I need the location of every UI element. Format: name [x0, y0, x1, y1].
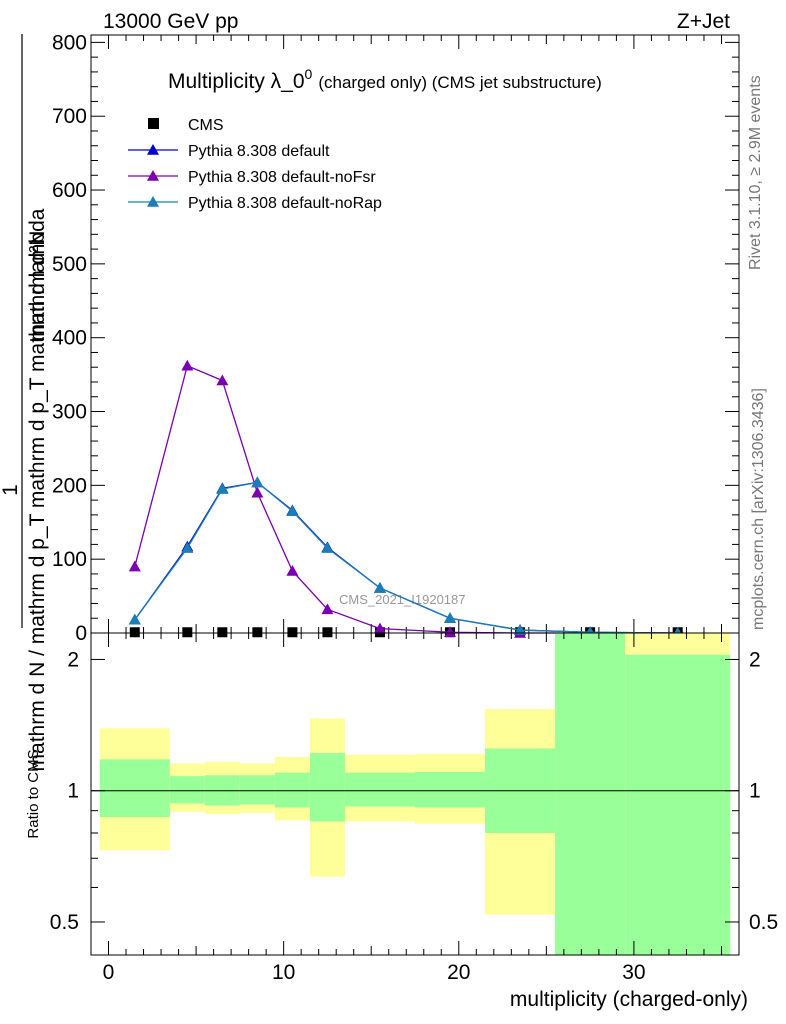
ratio-band-inner: [99, 759, 170, 818]
ratio-band-inner: [555, 633, 626, 955]
series-default: [128, 476, 684, 638]
ratio-band-inner: [625, 654, 731, 955]
ratio-ytick-label: 2: [67, 648, 79, 671]
ylabel-one: 1: [0, 484, 22, 496]
xtick-label: 0: [103, 961, 115, 984]
legend-entry: Pythia 8.308 default: [128, 143, 330, 160]
ratio-band-inner: [274, 772, 310, 808]
legend-entry: CMS: [148, 117, 224, 134]
series-marker: [181, 359, 194, 371]
series-marker: [286, 564, 299, 576]
cms-data-point: [129, 627, 140, 638]
main-plot: 0 100 200 300 400 500 600 700 800 Multiplicity λ…: [52, 31, 740, 645]
ylabel-denominator: mathrm d N / mathrm d p_T mathrm d p_T m…: [26, 208, 49, 771]
series-marker: [373, 581, 386, 593]
cms-data-point: [217, 627, 228, 638]
main-ytick-label: 500: [52, 253, 87, 276]
rivet-label: Rivet 3.1.10, ≥ 2.9M events: [747, 75, 764, 270]
xtick-label: 20: [447, 961, 470, 984]
legend-marker: [147, 196, 159, 207]
series-marker: [321, 542, 334, 553]
series-noRap: [128, 476, 684, 638]
xaxis-label: multiplicity (charged-only): [510, 988, 748, 1011]
legend-marker: [147, 144, 159, 155]
ratio-band-inner: [344, 772, 415, 807]
ratio-bands: [99, 633, 731, 955]
ratio-ytick-label-right: 2: [749, 648, 761, 671]
legend-marker: [147, 170, 159, 181]
ratio-plot-frame: [90, 632, 740, 956]
main-ytick-label: 600: [52, 179, 87, 202]
main-ytick-label: 0: [75, 622, 87, 645]
series-line: [134, 481, 678, 634]
analysis-watermark: CMS_2021_I1920187: [339, 592, 466, 607]
series-marker: [444, 612, 457, 624]
series-marker: [286, 505, 299, 516]
main-ytick-label: 300: [52, 401, 87, 424]
title-rest: (charged only) (CMS jet substructure): [318, 73, 601, 92]
legend-label: Pythia 8.308 default-noRap: [188, 195, 382, 212]
process-label: Z+Jet: [677, 10, 730, 33]
ratio-ytick-label: 1: [67, 780, 79, 803]
collision-label: 13000 GeV pp: [103, 10, 238, 33]
cms-data-point: [287, 627, 298, 638]
ratio-band-inner: [169, 776, 205, 804]
ratio-plot: 0.5 0.5 1 1 2 2 0 10 20 30 Ratio to CMS multipli…: [25, 632, 778, 1011]
legend: CMS Pythia 8.308 default Pythia 8.308 defa…: [128, 117, 382, 212]
series-marker: [181, 542, 194, 553]
ratio-xaxis: 0 10 20 30: [90, 633, 740, 984]
ratio-band-inner: [239, 775, 275, 805]
ratio-ytick-label-right: 0.5: [749, 911, 778, 934]
cms-data-point: [322, 627, 333, 638]
ratio-band-inner: [415, 771, 486, 808]
legend-label: Pythia 8.308 default: [188, 143, 330, 160]
main-ytick-label: 100: [52, 548, 87, 571]
legend-marker: [148, 118, 159, 129]
series-marker: [251, 476, 264, 488]
series-marker: [444, 626, 457, 638]
series-marker: [373, 622, 386, 634]
main-yaxis: 0 100 200 300 400 500 600 700 800: [52, 31, 739, 645]
cms-data-point: [182, 627, 193, 638]
main-ytick-label: 700: [52, 105, 87, 128]
cms-data-point: [252, 627, 263, 638]
series-marker: [216, 483, 229, 494]
mcplots-label: mcplots.cern.ch [arXiv:1306.3436]: [750, 388, 767, 630]
main-ytick-label: 400: [52, 327, 87, 350]
series-marker: [514, 624, 527, 635]
legend-entry: Pythia 8.308 default-noFsr: [128, 169, 376, 186]
main-ytick-label: 200: [52, 474, 87, 497]
legend-label: CMS: [188, 117, 224, 134]
title-sup: 0: [305, 66, 313, 82]
series-marker: [128, 613, 141, 625]
plot-title: Multiplicity λ_00 (charged only) (CMS jet…: [168, 66, 602, 93]
ratio-ytick-label-right: 1: [749, 780, 761, 803]
title-main: Multiplicity λ_0: [168, 70, 305, 93]
series-marker: [128, 560, 141, 572]
main-ylabel: mathrm d²N 1 mathrm d N / mathrm d p_T m…: [0, 34, 49, 771]
series-marker: [251, 486, 264, 498]
ratio-yaxis: 0.5 0.5 1 1 2 2: [50, 648, 778, 934]
legend-label: Pythia 8.308 default-noFsr: [188, 169, 376, 186]
ratio-band-inner: [309, 753, 345, 822]
xtick-label: 10: [272, 961, 295, 984]
ratio-ylabel: Ratio to CMS: [25, 749, 42, 838]
main-ytick-label: 800: [52, 31, 87, 54]
legend-entry: Pythia 8.308 default-noRap: [128, 195, 382, 212]
series-line: [134, 481, 678, 634]
series-marker: [321, 603, 334, 615]
xtick-label: 30: [622, 961, 645, 984]
ratio-ytick-label: 0.5: [50, 911, 79, 934]
ylabel-numerator: mathrm d²N: [26, 231, 49, 342]
series-marker: [216, 374, 229, 386]
